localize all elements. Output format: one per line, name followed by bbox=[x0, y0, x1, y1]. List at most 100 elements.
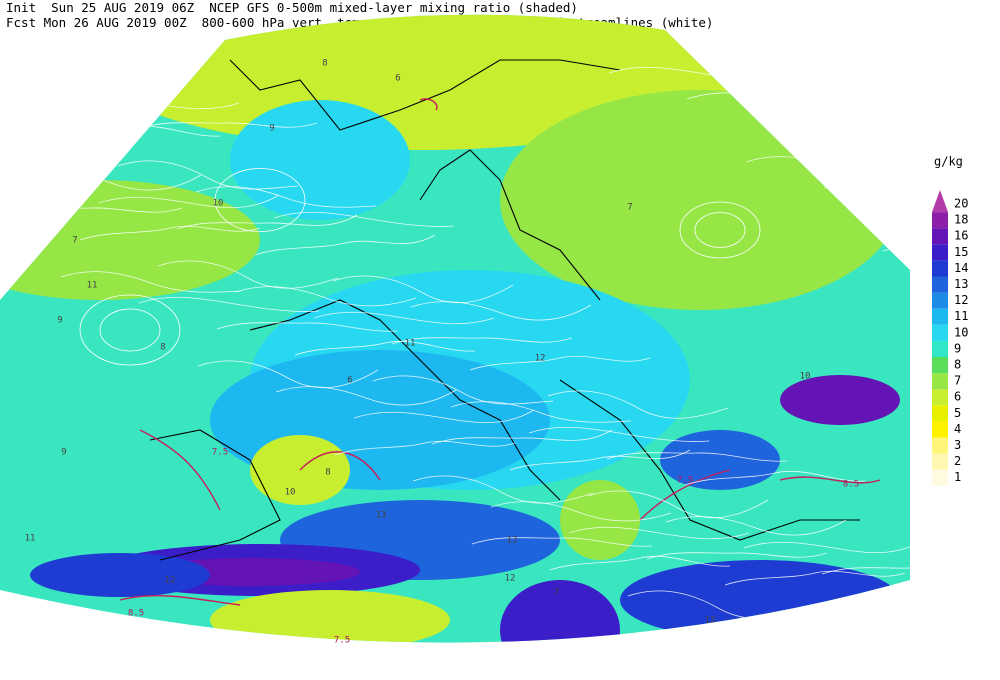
streamline bbox=[705, 56, 887, 78]
legend-label: 1 bbox=[954, 470, 961, 484]
legend-label: 2 bbox=[954, 454, 961, 468]
streamline bbox=[646, 552, 828, 560]
streamline bbox=[391, 337, 573, 345]
shade-zone bbox=[560, 480, 640, 560]
shade-zone bbox=[620, 560, 900, 640]
legend-swatch bbox=[932, 421, 948, 438]
streamline bbox=[176, 214, 358, 230]
contour-label: 11 bbox=[25, 534, 36, 544]
legend-label: 7 bbox=[954, 374, 961, 388]
contour-label: 13 bbox=[376, 511, 387, 521]
streamline bbox=[410, 301, 592, 321]
streamline bbox=[568, 526, 750, 540]
legend-swatch bbox=[932, 244, 948, 261]
streamline bbox=[606, 452, 788, 462]
shade-zone bbox=[500, 90, 900, 310]
streamline bbox=[490, 501, 672, 522]
streamline bbox=[372, 375, 554, 405]
legend-label: 8 bbox=[954, 358, 961, 372]
streamline bbox=[684, 470, 866, 486]
streamline bbox=[549, 555, 731, 571]
streamline bbox=[275, 386, 457, 406]
legend-swatch bbox=[932, 357, 948, 374]
streamline bbox=[197, 360, 379, 389]
contour-label: 13 bbox=[507, 536, 518, 546]
contour-label: 7 bbox=[554, 588, 559, 598]
contour-label: 12 bbox=[505, 574, 516, 584]
legend-swatch bbox=[932, 405, 948, 422]
streamline bbox=[157, 260, 339, 289]
legend-swatch bbox=[932, 453, 948, 470]
streamline bbox=[547, 390, 729, 419]
legend-swatch bbox=[932, 340, 948, 357]
contour-label: 9 bbox=[61, 448, 66, 458]
contour-label: 13 bbox=[705, 616, 716, 626]
contour-label: 7.5 bbox=[334, 636, 350, 646]
legend-swatch bbox=[932, 292, 948, 309]
contour-label: 6 bbox=[347, 376, 352, 386]
streamline bbox=[528, 426, 710, 442]
legend-label: 4 bbox=[954, 422, 961, 436]
legend-label: 20 bbox=[954, 197, 968, 211]
contour-label: 10 bbox=[800, 372, 811, 382]
streamline bbox=[195, 186, 377, 208]
shade-zone bbox=[30, 553, 210, 597]
legend-swatch bbox=[932, 389, 948, 406]
streamline bbox=[431, 429, 613, 445]
contour-label: 6 bbox=[395, 74, 400, 84]
streamline bbox=[724, 570, 906, 586]
legend-swatch bbox=[932, 228, 948, 245]
streamline bbox=[294, 340, 476, 356]
legend-swatch bbox=[932, 308, 948, 325]
streamline bbox=[235, 286, 417, 307]
streamline bbox=[334, 440, 516, 456]
streamline bbox=[665, 516, 847, 536]
shade-zone bbox=[780, 375, 900, 425]
streamline bbox=[821, 559, 910, 575]
streamline bbox=[471, 537, 653, 547]
streamline bbox=[587, 490, 769, 519]
legend-label: 13 bbox=[954, 277, 968, 291]
legend-label: 5 bbox=[954, 406, 961, 420]
contour-label: 8.5 bbox=[128, 609, 144, 619]
streamline bbox=[216, 322, 398, 332]
streamline bbox=[764, 104, 910, 126]
streamline bbox=[509, 449, 691, 471]
streamline bbox=[79, 294, 181, 366]
contour-label: 7 bbox=[72, 236, 77, 246]
contour-label: 7.5 bbox=[212, 448, 228, 458]
contour-labels: 8 6 9 10 7 11 9 8 12 13 11 10 7 12 13 7.… bbox=[25, 59, 860, 646]
streamline bbox=[469, 355, 651, 371]
coastline bbox=[149, 59, 860, 561]
legend-label: 18 bbox=[954, 213, 968, 227]
streamline bbox=[214, 168, 306, 232]
legend-label: 14 bbox=[954, 261, 968, 275]
streamline bbox=[743, 539, 910, 554]
contour-label: 8 bbox=[325, 468, 330, 478]
legend-swatch bbox=[932, 190, 948, 212]
streamline bbox=[842, 145, 910, 174]
header-line: Init Sun 25 AUG 2019 06Z NCEP GFS 0-500m… bbox=[6, 0, 578, 15]
legend-label: 12 bbox=[954, 293, 968, 307]
streamline bbox=[353, 409, 535, 424]
streamline bbox=[99, 308, 161, 352]
streamline bbox=[450, 401, 632, 423]
legend-label: 9 bbox=[954, 341, 961, 355]
streamline bbox=[313, 311, 495, 325]
legend-swatch bbox=[932, 324, 948, 341]
contour-label: 7.5 bbox=[677, 476, 693, 486]
contour-label: 12 bbox=[535, 354, 546, 364]
streamline bbox=[117, 160, 299, 190]
legend-swatch bbox=[932, 276, 948, 293]
streamline bbox=[802, 45, 910, 74]
contour-label: 7 bbox=[627, 203, 632, 213]
streamline bbox=[254, 234, 436, 256]
contour-label: 8 bbox=[160, 343, 165, 353]
legend-unit: g/kg bbox=[934, 155, 963, 169]
legend-label: 10 bbox=[954, 325, 968, 339]
shade-zone bbox=[500, 580, 620, 643]
streamline bbox=[823, 181, 910, 195]
legend-label: 3 bbox=[954, 438, 961, 452]
